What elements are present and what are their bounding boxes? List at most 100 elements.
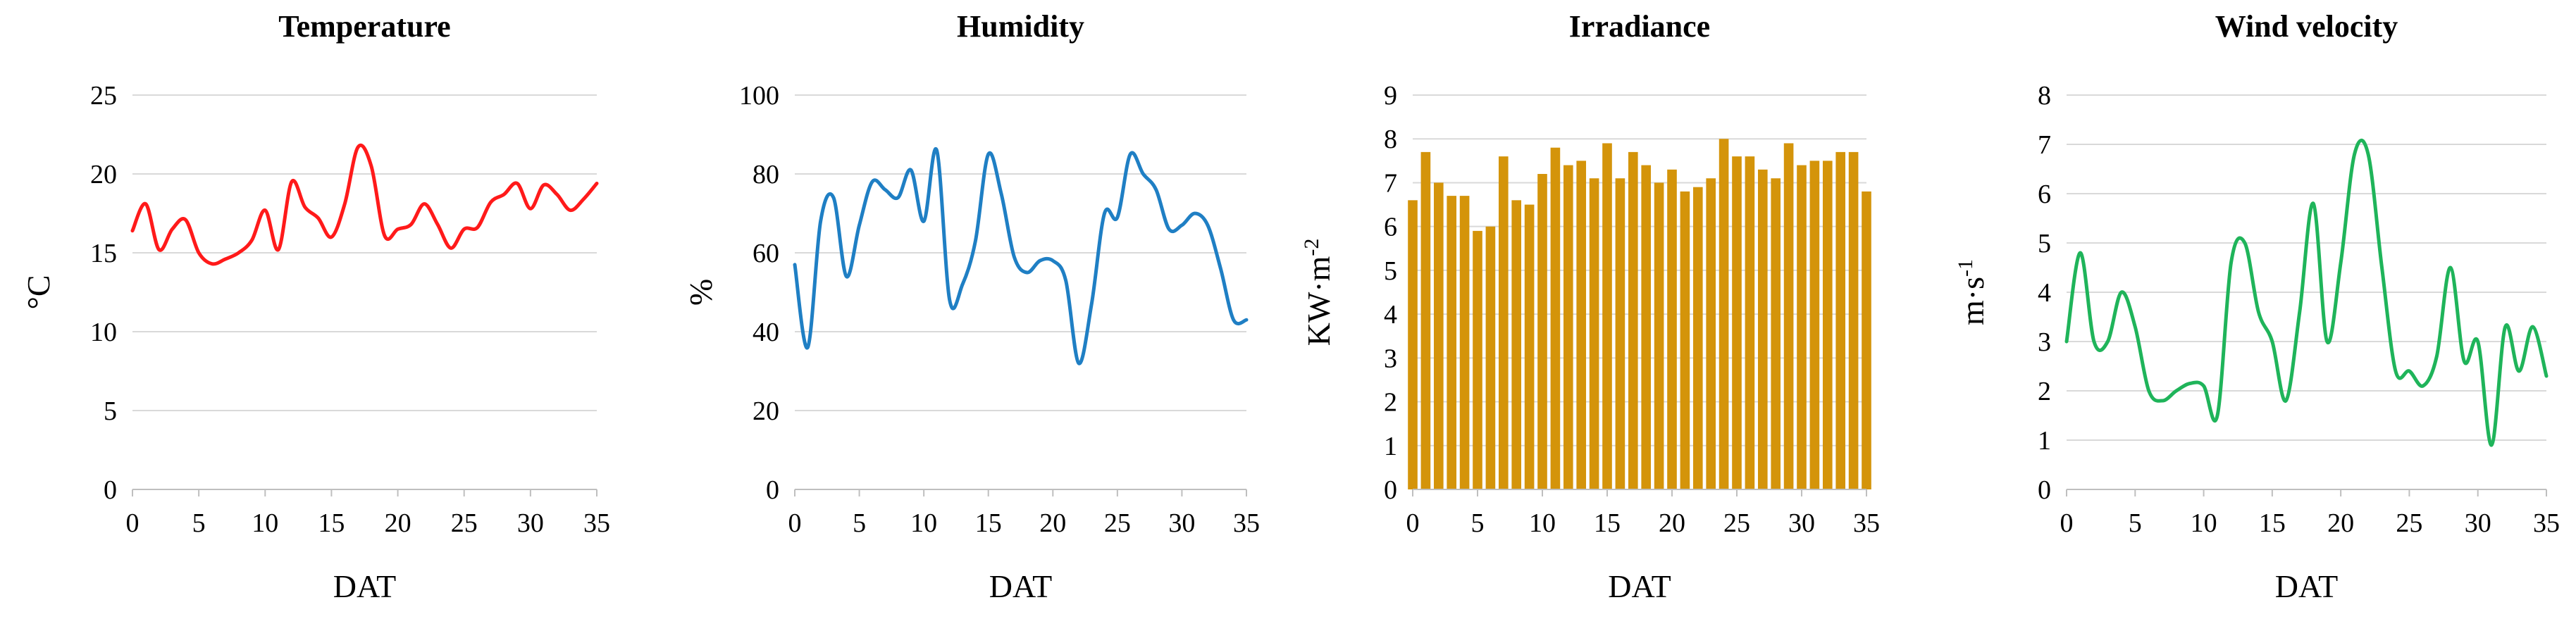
wind-velocity-data-point xyxy=(2435,355,2439,358)
humidity-x-tick-label: 10 xyxy=(910,508,937,538)
irradiance-y-tick-label: 1 xyxy=(1384,432,1397,461)
temperature-data-point xyxy=(369,164,373,168)
humidity-data-point xyxy=(1103,212,1106,215)
humidity-y-tick-label: 100 xyxy=(739,81,779,111)
wind-velocity-series-line xyxy=(2064,138,2549,447)
wind-velocity-data-point xyxy=(2339,261,2343,265)
irradiance-bar xyxy=(1524,204,1535,489)
humidity-x-tick-label: 20 xyxy=(1039,508,1066,538)
humidity-chart-svg: Humidity 0 20 40 60 80 100 0 5 10 15 20 25 30 35 DAT% xyxy=(683,9,1260,604)
temperature-data-point xyxy=(396,227,400,231)
wind-velocity-data-point xyxy=(2380,266,2384,270)
humidity-data-point xyxy=(1051,259,1055,263)
irradiance-bar xyxy=(1408,200,1418,489)
irradiance-bar xyxy=(1537,174,1547,489)
irradiance-y-tick-label: 4 xyxy=(1384,300,1397,330)
irradiance-y-axis-label-superscript: -2 xyxy=(1300,239,1323,256)
irradiance-bar xyxy=(1680,191,1690,489)
wind-velocity-y-tick-label: 5 xyxy=(2038,229,2051,258)
temperature-y-tick-label: 0 xyxy=(104,475,117,505)
temperature-x-tick-label: 5 xyxy=(192,508,206,538)
wind-velocity-x-tick-label: 10 xyxy=(2191,508,2217,538)
irradiance-y-tick-label: 9 xyxy=(1384,81,1397,111)
wind-velocity-chart: Wind velocity 0 1 2 3 4 5 6 7 8 0 5 10 15 20 25 30 35 DAT m… xyxy=(1932,0,2576,619)
humidity-data-point xyxy=(961,282,965,286)
irradiance-bar xyxy=(1745,156,1755,490)
humidity-data-point xyxy=(935,149,939,152)
irradiance-x-axis-label: DAT xyxy=(1608,568,1671,604)
wind-velocity-y-tick-label: 6 xyxy=(2038,180,2051,209)
irradiance-x-tick-label: 20 xyxy=(1659,508,1685,538)
irradiance-bar xyxy=(1835,151,1846,489)
wind-velocity-data-point xyxy=(2079,251,2082,255)
temperature-data-point xyxy=(569,208,572,212)
irradiance-bar xyxy=(1822,161,1833,489)
wind-velocity-y-tick-label: 3 xyxy=(2038,327,2051,357)
temperature-data-point xyxy=(277,248,280,251)
temperature-data-point xyxy=(197,251,201,255)
wind-velocity-data-point xyxy=(2161,399,2165,403)
irradiance-bar xyxy=(1433,182,1444,489)
temperature-y-axis-label: °C xyxy=(20,275,56,309)
irradiance-x-tick-label: 5 xyxy=(1471,508,1485,538)
humidity-x-tick-label: 15 xyxy=(975,508,1002,538)
temperature-data-point xyxy=(357,145,360,149)
wind-velocity-data-point xyxy=(2119,291,2123,294)
humidity-series-line xyxy=(793,146,1249,365)
humidity-data-point xyxy=(922,220,926,223)
irradiance-bar xyxy=(1615,178,1626,489)
temperature-data-point xyxy=(184,218,187,221)
irradiance-bar xyxy=(1485,226,1496,489)
humidity-y-tick-label: 20 xyxy=(753,396,779,426)
wind-velocity-y-tick-label: 0 xyxy=(2038,475,2051,505)
temperature-data-point xyxy=(330,235,333,239)
temperature-x-tick-label: 0 xyxy=(126,508,140,538)
humidity-data-point xyxy=(1115,215,1119,219)
irradiance-bar xyxy=(1498,156,1509,490)
wind-velocity-data-point xyxy=(2490,444,2494,447)
irradiance-y-tick-label: 0 xyxy=(1384,475,1397,505)
wind-velocity-chart-svg: Wind velocity 0 1 2 3 4 5 6 7 8 0 5 10 15 20 25 30 35 DAT m… xyxy=(1954,9,2560,604)
irradiance-bar xyxy=(1420,151,1431,489)
humidity-data-point xyxy=(845,275,848,278)
humidity-data-point xyxy=(986,153,990,156)
humidity-data-point xyxy=(1245,318,1249,322)
wind-velocity-data-point xyxy=(2298,311,2301,314)
humidity-x-tick-label: 5 xyxy=(853,508,866,538)
temperature-data-point xyxy=(555,193,559,196)
temperature-data-point xyxy=(316,216,320,220)
irradiance-bar xyxy=(1809,161,1820,489)
irradiance-bar xyxy=(1848,151,1859,489)
temperature-x-tick-label: 10 xyxy=(252,508,278,538)
humidity-data-point xyxy=(974,239,977,243)
temperature-data-point xyxy=(131,229,135,232)
wind-velocity-data-point xyxy=(2325,340,2329,344)
temperature-data-point xyxy=(210,262,213,265)
irradiance-bar xyxy=(1511,200,1522,489)
wind-velocity-x-tick-label: 5 xyxy=(2129,508,2142,538)
wind-velocity-data-point xyxy=(2421,384,2425,388)
humidity-x-axis-label: DAT xyxy=(989,568,1052,604)
irradiance-bar xyxy=(1667,169,1677,489)
temperature-data-point xyxy=(144,202,147,206)
irradiance-bar xyxy=(1589,178,1599,489)
temperature-data-point xyxy=(264,208,267,212)
wind-velocity-data-point xyxy=(2503,325,2507,329)
temperature-data-point xyxy=(528,207,532,211)
wind-velocity-data-point xyxy=(2531,325,2534,329)
humidity-data-point xyxy=(1154,188,1158,192)
irradiance-bar xyxy=(1692,187,1703,489)
humidity-data-point xyxy=(1232,318,1235,322)
wind-velocity-x-tick-label: 0 xyxy=(2060,508,2074,538)
temperature-y-tick-label: 5 xyxy=(104,396,117,426)
humidity-x-tick-label: 30 xyxy=(1168,508,1195,538)
humidity-data-point xyxy=(1193,212,1196,215)
irradiance-bar xyxy=(1732,156,1742,490)
temperature-x-tick-label: 30 xyxy=(517,508,544,538)
humidity-data-point xyxy=(793,263,797,266)
irradiance-y-tick-label: 5 xyxy=(1384,256,1397,286)
humidity-y-axis-label-text: % xyxy=(683,279,719,306)
humidity-data-point xyxy=(831,196,835,199)
temperature-data-point xyxy=(157,248,161,251)
wind-velocity-data-point xyxy=(2147,389,2150,393)
